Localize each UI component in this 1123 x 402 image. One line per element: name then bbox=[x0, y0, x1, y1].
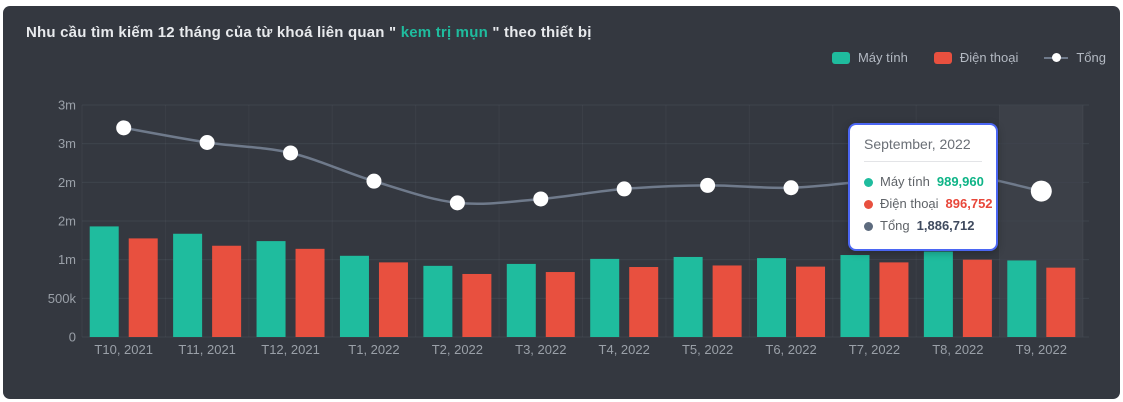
y-axis-tick-label: 500k bbox=[48, 291, 77, 306]
total-point[interactable] bbox=[366, 173, 382, 189]
series-dot-red-icon bbox=[864, 199, 873, 209]
legend-green-swatch-icon bbox=[831, 51, 850, 64]
title-prefix: Nhu cầu tìm kiếm 12 tháng của từ khoá li… bbox=[26, 24, 401, 41]
tooltip-title: September, 2022 bbox=[864, 136, 971, 152]
bar-may-tinh[interactable] bbox=[923, 251, 953, 337]
x-axis-tick-label: T4, 2022 bbox=[599, 342, 650, 357]
x-axis-tick-label: T12, 2021 bbox=[261, 342, 320, 357]
series-dot-gray-icon bbox=[864, 221, 873, 231]
legend-item-may-tinh[interactable]: Máy tính bbox=[831, 50, 908, 65]
legend-item-tong[interactable]: Tổng bbox=[1044, 50, 1106, 65]
bar-dien-thoai[interactable] bbox=[962, 259, 992, 337]
x-axis-tick-label: T8, 2022 bbox=[932, 342, 983, 357]
bar-may-tinh[interactable] bbox=[506, 263, 536, 337]
total-point[interactable] bbox=[616, 181, 632, 197]
bar-may-tinh[interactable] bbox=[423, 265, 453, 337]
bar-dien-thoai[interactable] bbox=[545, 272, 575, 337]
y-axis-tick-label: 2m bbox=[58, 175, 76, 190]
tooltip-label: Tổng bbox=[880, 218, 910, 233]
x-axis-tick-label: T2, 2022 bbox=[432, 342, 483, 357]
tooltip-label: Điện thoại bbox=[880, 196, 939, 211]
total-point[interactable] bbox=[449, 195, 465, 211]
tooltip-label: Máy tính bbox=[880, 174, 930, 189]
chart-card: Nhu cầu tìm kiếm 12 tháng của từ khoá li… bbox=[3, 6, 1120, 399]
bar-dien-thoai[interactable] bbox=[128, 238, 158, 337]
total-point[interactable] bbox=[283, 145, 299, 161]
tooltip: September, 2022 Máy tính 989,960 Điện th… bbox=[848, 123, 998, 251]
chart-title: Nhu cầu tìm kiếm 12 tháng của từ khoá li… bbox=[26, 24, 592, 41]
bar-dien-thoai[interactable] bbox=[1046, 267, 1076, 337]
tooltip-divider bbox=[864, 161, 982, 162]
bar-may-tinh[interactable] bbox=[840, 255, 870, 337]
y-axis-tick-label: 3m bbox=[58, 136, 76, 151]
total-point-hovered[interactable] bbox=[1030, 180, 1052, 202]
chart-canvas[interactable]: 0 500k 1m 2m 2m 3m 3m T10, 2021 T11, 2021 T12, 20… bbox=[3, 6, 1120, 399]
title-keyword: kem trị mụn bbox=[400, 24, 488, 41]
legend-label-tong: Tổng bbox=[1076, 50, 1106, 65]
title-suffix: " theo thiết bị bbox=[487, 24, 592, 41]
total-point[interactable] bbox=[199, 135, 215, 151]
tooltip-value: 989,960 bbox=[936, 174, 984, 189]
total-point[interactable] bbox=[700, 177, 716, 193]
bar-may-tinh[interactable] bbox=[1007, 260, 1037, 337]
bar-dien-thoai[interactable] bbox=[212, 245, 242, 337]
y-axis-tick-label: 2m bbox=[58, 214, 76, 229]
bar-dien-thoai[interactable] bbox=[879, 262, 909, 337]
bar-may-tinh[interactable] bbox=[673, 256, 703, 337]
legend-label-dien-thoai: Điện thoại bbox=[959, 50, 1019, 65]
legend-item-dien-thoai[interactable]: Điện thoại bbox=[933, 50, 1019, 65]
tooltip-row-may-tinh: Máy tính 989,960 bbox=[864, 171, 984, 193]
x-axis-tick-label: T5, 2022 bbox=[682, 342, 733, 357]
x-axis-tick-label: T1, 2022 bbox=[348, 342, 399, 357]
tooltip-row-dien-thoai: Điện thoại 896,752 bbox=[864, 193, 993, 215]
series-dot-green-icon bbox=[864, 177, 873, 187]
bar-may-tinh[interactable] bbox=[89, 226, 119, 337]
bar-dien-thoai[interactable] bbox=[378, 262, 408, 337]
bar-dien-thoai[interactable] bbox=[712, 265, 742, 337]
tooltip-value: 896,752 bbox=[945, 196, 993, 211]
x-axis-tick-label: T7, 2022 bbox=[849, 342, 900, 357]
bar-may-tinh[interactable] bbox=[590, 258, 620, 337]
x-axis-tick-label: T3, 2022 bbox=[515, 342, 566, 357]
bar-dien-thoai[interactable] bbox=[629, 267, 659, 337]
x-axis-tick-label: T9, 2022 bbox=[1016, 342, 1067, 357]
bar-dien-thoai[interactable] bbox=[796, 266, 826, 337]
tooltip-value: 1,886,712 bbox=[916, 218, 975, 233]
legend: Máy tính Điện thoại Tổng bbox=[831, 50, 1106, 65]
y-axis-tick-label: 3m bbox=[58, 98, 76, 113]
bar-may-tinh[interactable] bbox=[173, 233, 203, 337]
y-axis-tick-label: 0 bbox=[69, 330, 76, 345]
bar-may-tinh[interactable] bbox=[256, 241, 286, 337]
bar-may-tinh[interactable] bbox=[339, 255, 369, 337]
bar-dien-thoai[interactable] bbox=[462, 273, 492, 337]
y-axis-tick-label: 1m bbox=[58, 252, 76, 267]
total-point[interactable] bbox=[783, 180, 799, 196]
bar-dien-thoai[interactable] bbox=[295, 248, 325, 337]
total-point[interactable] bbox=[533, 191, 549, 207]
tooltip-row-tong: Tổng 1,886,712 bbox=[864, 215, 982, 237]
x-axis-tick-label: T6, 2022 bbox=[765, 342, 816, 357]
total-point[interactable] bbox=[116, 120, 132, 136]
bar-may-tinh[interactable] bbox=[757, 258, 787, 337]
legend-line-dot-icon bbox=[1044, 52, 1069, 64]
x-axis-tick-label: T11, 2021 bbox=[178, 342, 236, 357]
x-axis-tick-label: T10, 2021 bbox=[94, 342, 153, 357]
legend-red-swatch-icon bbox=[933, 51, 952, 64]
legend-label-may-tinh: Máy tính bbox=[857, 50, 908, 65]
